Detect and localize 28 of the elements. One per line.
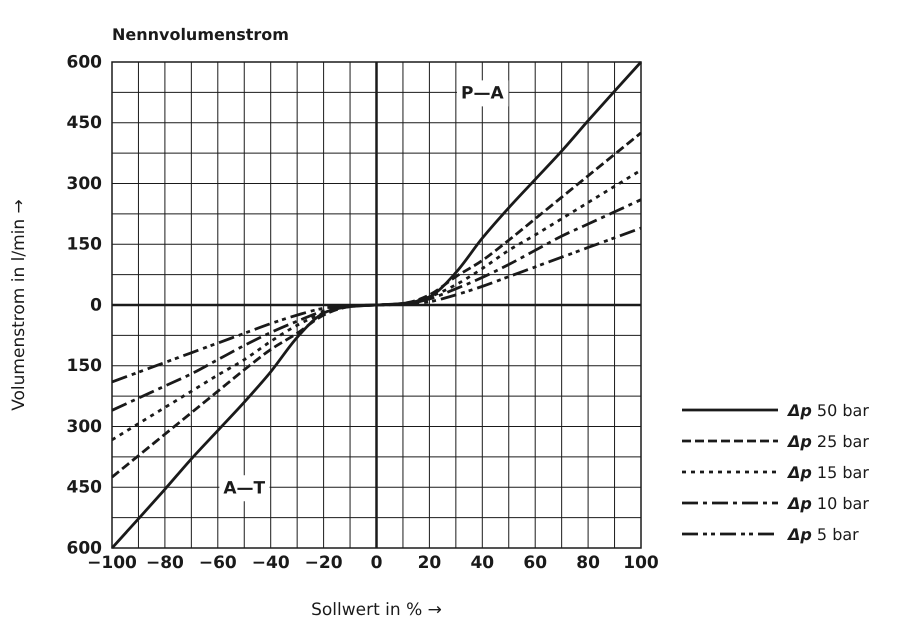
y-axis-title: Volumenstrom in l/min → [9,199,29,411]
text: Δp 50 bar [786,401,870,420]
x-tick-label: −40 [252,553,290,574]
y-tick-label: 450 [66,478,102,498]
text: Δp 5 bar [786,525,860,544]
x-tick-label: 60 [523,553,548,574]
x-tick-label: −80 [146,553,184,574]
y-tick-label: 0 [90,295,102,316]
x-tick-label: −20 [304,553,343,574]
y-tick-label: 300 [66,416,102,437]
y-tick-label: 600 [66,52,102,72]
text: Δp 15 bar [786,463,870,482]
annotation: P—A [460,83,504,104]
y-tick-label: 300 [66,174,102,194]
chart-title: Nennvolumenstrom [112,25,289,44]
y-tick-label: 450 [66,113,102,134]
x-tick-label: −60 [198,553,237,574]
y-tick-label: 150 [66,234,102,255]
annotation: A—T [223,478,266,498]
x-tick-label: 80 [576,553,600,574]
text: Δp 10 bar [786,494,870,513]
x-tick-label: 100 [623,553,659,574]
x-tick-label: 20 [418,553,442,574]
text: Δp 25 bar [786,432,870,451]
x-tick-label: 0 [370,553,383,574]
y-tick-label: 150 [66,356,102,376]
x-tick-label: 40 [470,553,494,574]
x-axis-title: Sollwert in % → [311,600,442,620]
